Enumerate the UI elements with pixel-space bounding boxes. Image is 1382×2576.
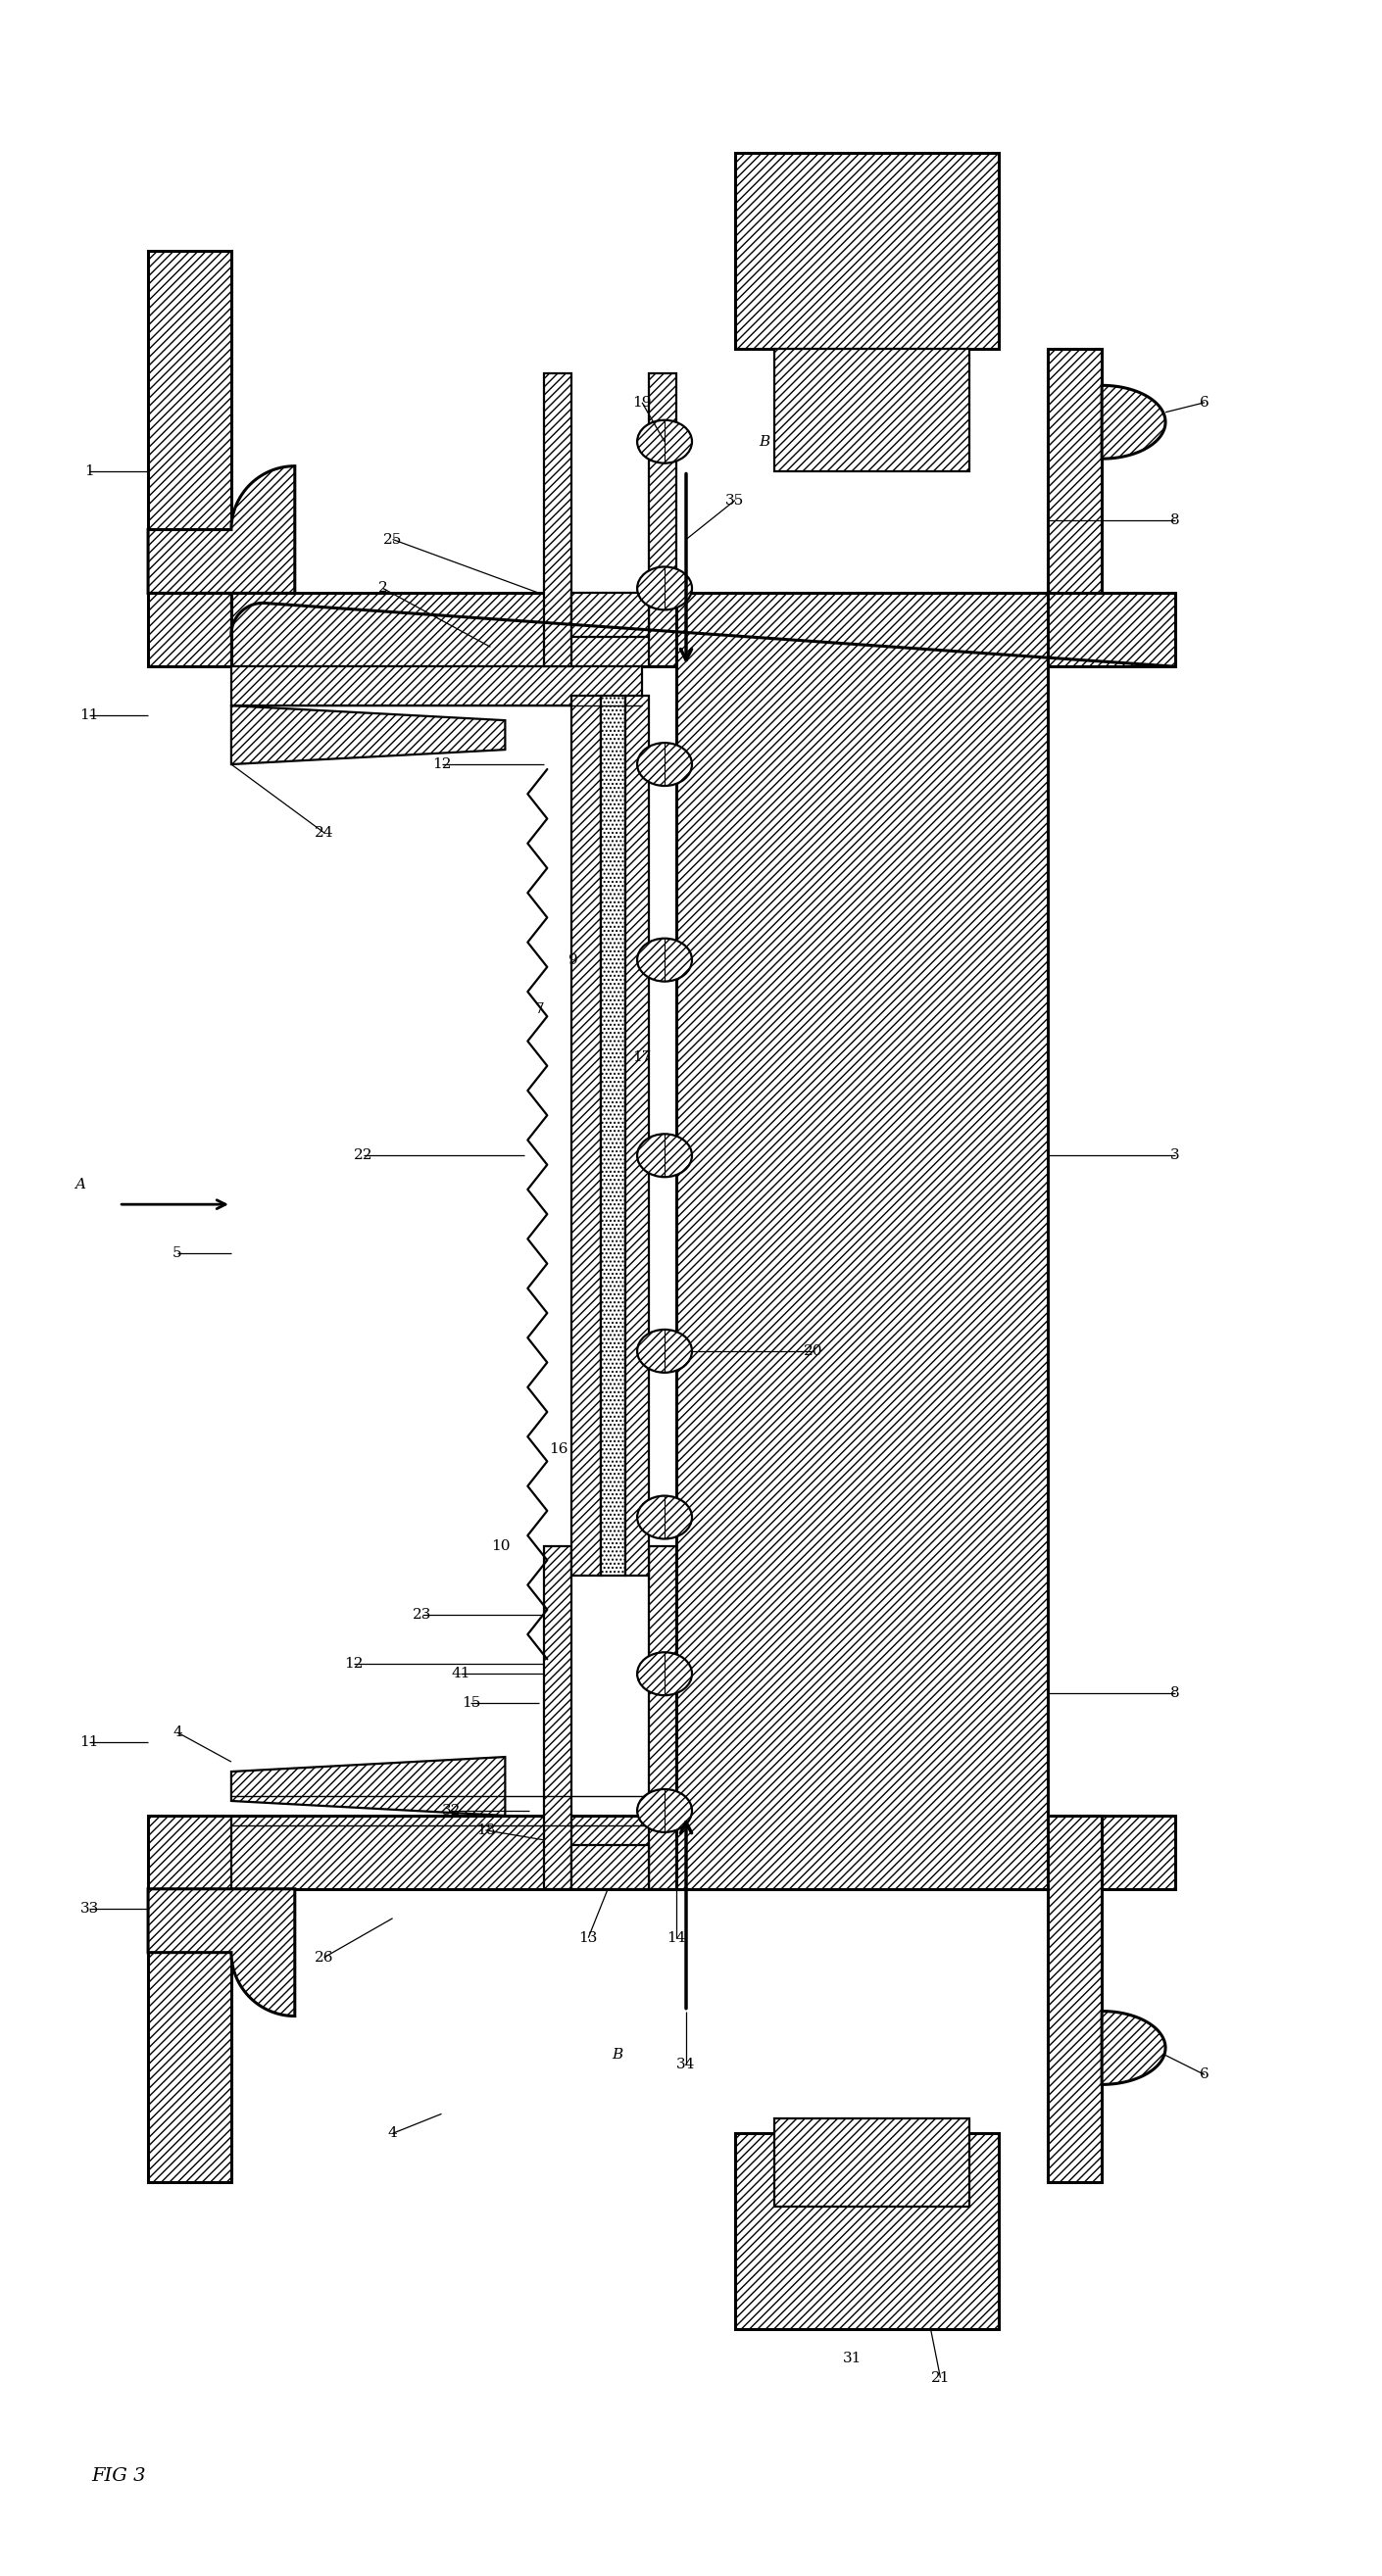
Text: 34: 34 [677,2058,695,2071]
Bar [572,1844,650,1888]
Ellipse shape [637,1133,692,1177]
Text: 14: 14 [666,1932,685,1945]
Bar [1048,348,1101,592]
Text: 3: 3 [1171,1149,1180,1162]
Bar [148,592,1175,667]
Text: 21: 21 [931,2370,949,2385]
Bar [676,592,1048,1888]
Bar [148,1816,1175,1888]
Text: 5: 5 [173,1247,182,1260]
Text: 41: 41 [452,1667,471,1680]
Text: B: B [759,435,770,448]
Text: 10: 10 [491,1540,510,1553]
Bar [231,667,643,706]
Text: 8: 8 [1171,1687,1180,1700]
Text: 8: 8 [1171,513,1180,526]
Bar [572,592,650,636]
Bar [626,696,650,1577]
Bar [148,250,231,592]
Text: 12: 12 [344,1656,363,1672]
Ellipse shape [637,1497,692,1538]
Text: 11: 11 [80,1736,100,1749]
Bar [1048,1816,1101,2182]
Ellipse shape [637,420,692,464]
Polygon shape [148,1888,294,2017]
Text: 24: 24 [315,827,333,840]
Text: 6: 6 [1200,2069,1209,2081]
Text: 35: 35 [726,495,745,507]
Bar [774,348,970,471]
Polygon shape [231,706,506,765]
Bar [735,152,999,348]
Text: 19: 19 [633,397,652,410]
Text: B: B [612,2048,623,2061]
Text: 12: 12 [433,757,451,770]
Text: 13: 13 [579,1932,598,1945]
Text: 26: 26 [315,1950,333,1965]
Text: 6: 6 [1200,397,1209,410]
Ellipse shape [637,567,692,611]
Bar [601,696,626,1577]
Text: FIG 3: FIG 3 [91,2468,146,2483]
Bar [572,696,601,1577]
Ellipse shape [637,742,692,786]
Text: 31: 31 [843,2352,862,2365]
Ellipse shape [637,1329,692,1373]
Text: 17: 17 [633,1051,651,1064]
Polygon shape [1101,386,1165,459]
Text: 9: 9 [569,953,579,966]
Text: 32: 32 [442,1803,460,1819]
Text: 22: 22 [354,1149,373,1162]
Polygon shape [231,1757,506,1816]
Ellipse shape [637,1651,692,1695]
Text: 11: 11 [80,708,100,721]
Text: A: A [75,1177,86,1193]
Text: 1: 1 [84,464,94,477]
Bar [650,1546,676,1888]
Polygon shape [148,466,294,592]
Ellipse shape [637,1790,692,1832]
Text: 23: 23 [412,1607,431,1623]
Text: 20: 20 [804,1345,822,1358]
Text: 15: 15 [462,1695,481,1710]
Ellipse shape [637,938,692,981]
Bar [148,1888,231,2182]
Text: 25: 25 [383,533,402,546]
Text: 4: 4 [388,2128,398,2141]
Bar [545,1546,572,1888]
Polygon shape [1101,2012,1165,2084]
Bar [545,374,572,667]
Text: 33: 33 [80,1901,100,1917]
Text: 4: 4 [173,1726,182,1739]
Bar [774,2117,970,2208]
Bar [735,2133,999,2329]
Text: 7: 7 [535,1002,545,1015]
Text: 16: 16 [550,1443,568,1455]
Text: 2: 2 [379,582,387,595]
Text: 18: 18 [475,1824,495,1837]
Bar [650,374,676,667]
